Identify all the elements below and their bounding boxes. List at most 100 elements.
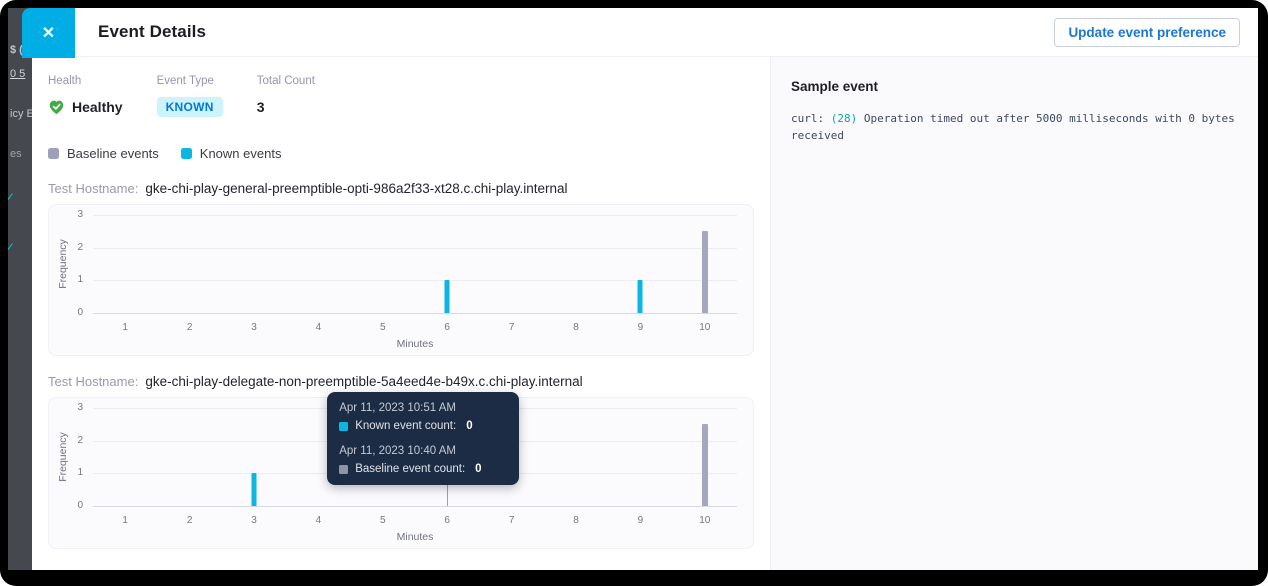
update-event-preference-button[interactable]: Update event preference	[1054, 17, 1240, 47]
healthy-heart-icon	[48, 99, 65, 115]
gridline	[93, 247, 737, 249]
x-tick-label: 8	[573, 322, 579, 333]
summary-row: Health Healthy	[48, 75, 754, 118]
hostname-label: Test Hostname:	[48, 181, 139, 196]
y-tick-label: 2	[77, 434, 83, 446]
x-tick-label: 7	[508, 322, 515, 333]
known-badge: KNOWN	[156, 97, 223, 117]
frequency-chart-1: 0 1 2 3 Frequency 1 2 3 4 5 6 7 8 9 10 Minutes	[48, 204, 754, 356]
total-count-label: Total Count	[256, 75, 315, 87]
frequency-chart-2: 0 1 2 3 Frequency 1 2 3 4 5 6 7 8 9 10 Minutes Apr 11, 2…	[48, 392, 754, 549]
x-tick-label: 8	[573, 515, 579, 526]
x-tick-label: 5	[380, 322, 386, 333]
event-details-modal: Event Details Update event preference He…	[32, 8, 1258, 570]
y-tick-label: 2	[77, 241, 83, 253]
modal-header: Event Details Update event preference	[32, 8, 1258, 57]
event-detail-content: Health Healthy	[32, 57, 770, 570]
tooltip-count-row: Baseline event count: 0	[339, 463, 507, 475]
gridline	[93, 313, 737, 314]
y-tick-label: 0	[77, 500, 83, 511]
tooltip-group: Apr 11, 2023 10:51 AM Known event count: 0	[339, 402, 507, 432]
x-tick-label: 1	[122, 515, 128, 526]
tooltip-timestamp: Apr 11, 2023 10:40 AM	[339, 445, 456, 457]
bar-baseline-minute-10[interactable]	[701, 424, 708, 506]
gridline	[93, 215, 737, 216]
page-title: Event Details	[98, 22, 207, 41]
sample-event-panel: Sample event curl: (28) Operation timed …	[770, 57, 1258, 570]
y-tick-label: 1	[77, 467, 83, 479]
bar-known-minute-3[interactable]	[251, 473, 257, 506]
x-tick-label: 6	[444, 322, 450, 333]
legend-baseline-label: Baseline events	[67, 146, 159, 161]
background-page-fragment: icy E	[10, 108, 32, 120]
modal-body: Health Healthy	[32, 57, 1258, 570]
y-axis-title: Frequency	[57, 432, 69, 482]
x-tick-label: 2	[186, 515, 193, 526]
background-page-fragment: ✓	[8, 240, 16, 254]
baseline-swatch-icon	[48, 148, 59, 159]
y-tick-label: 3	[77, 402, 83, 413]
health-label: Health	[48, 75, 82, 87]
y-tick-label: 1	[77, 274, 83, 286]
bar-known-minute-9[interactable]	[637, 280, 643, 313]
x-axis-title: Minutes	[396, 338, 434, 350]
bar-baseline-minute-10[interactable]	[701, 231, 708, 313]
x-tick-label: 4	[315, 322, 322, 333]
x-tick-label: 3	[251, 515, 257, 526]
legend-known-label: Known events	[199, 146, 282, 161]
close-button[interactable]: ✕	[22, 8, 75, 58]
background-page-fragment: 0 5	[10, 68, 26, 80]
x-axis-title: Minutes	[396, 531, 434, 543]
background-page-fragment: es	[10, 148, 22, 160]
chart-tooltip: Apr 11, 2023 10:51 AM Known event count: 0…	[327, 392, 520, 485]
hostname-value: gke-chi-play-delegate-non-preemptible-5a…	[145, 374, 583, 389]
code-text: curl:	[791, 112, 831, 125]
x-tick-label: 5	[380, 515, 386, 526]
tooltip-series-swatch-icon	[339, 464, 349, 474]
health-field: Health Healthy	[48, 75, 123, 118]
tooltip-count-value: 0	[466, 420, 473, 432]
x-tick-label: 4	[315, 515, 322, 526]
x-tick-label: 9	[637, 515, 644, 526]
x-tick-label: 10	[699, 515, 711, 526]
tooltip-count-label: Known event count:	[355, 420, 457, 432]
known-swatch-icon	[180, 148, 192, 159]
background-page-fragment: ✓	[8, 190, 16, 204]
code-text: Operation timed out after 5000 milliseco…	[791, 112, 1235, 143]
tooltip-count-value: 0	[475, 463, 482, 475]
health-status-text: Healthy	[72, 99, 123, 115]
test-hostname-row-1: Test Hostname: gke-chi-play-general-pree…	[48, 181, 754, 196]
bar-known-minute-6[interactable]	[444, 280, 450, 313]
hostname-label: Test Hostname:	[48, 374, 139, 389]
code-highlight-token: (28)	[830, 112, 858, 125]
gridline	[93, 280, 737, 282]
x-tick-label: 7	[508, 515, 515, 526]
x-tick-label: 2	[186, 322, 193, 333]
y-tick-label: 0	[77, 307, 83, 318]
sample-event-code: curl: (28) Operation timed out after 500…	[791, 110, 1238, 144]
gridline	[93, 506, 737, 507]
x-tick-label: 1	[122, 322, 128, 333]
x-tick-label: 3	[251, 322, 257, 333]
event-type-label: Event Type	[156, 75, 214, 87]
legend-item-known: Known events	[180, 146, 282, 161]
sample-event-title: Sample event	[791, 79, 879, 94]
x-tick-label: 6	[444, 515, 450, 526]
tooltip-group: Apr 11, 2023 10:40 AM Baseline event coun…	[339, 445, 507, 475]
total-count-value: 3	[256, 99, 265, 115]
y-tick-label: 3	[77, 209, 83, 220]
tooltip-timestamp: Apr 11, 2023 10:51 AM	[339, 402, 456, 414]
tooltip-count-row: Known event count: 0	[339, 420, 507, 432]
total-count-field: Total Count 3	[257, 75, 315, 118]
chart-legend: Baseline events Known events	[48, 146, 754, 161]
tooltip-count-label: Baseline event count:	[355, 463, 466, 475]
event-type-value: KNOWN	[156, 96, 223, 118]
x-tick-label: 9	[637, 322, 644, 333]
x-tick-label: 10	[699, 322, 711, 333]
test-hostname-row-2: Test Hostname: gke-chi-play-delegate-non…	[48, 374, 754, 389]
y-axis-title: Frequency	[57, 239, 69, 289]
tooltip-series-swatch-icon	[339, 421, 349, 431]
